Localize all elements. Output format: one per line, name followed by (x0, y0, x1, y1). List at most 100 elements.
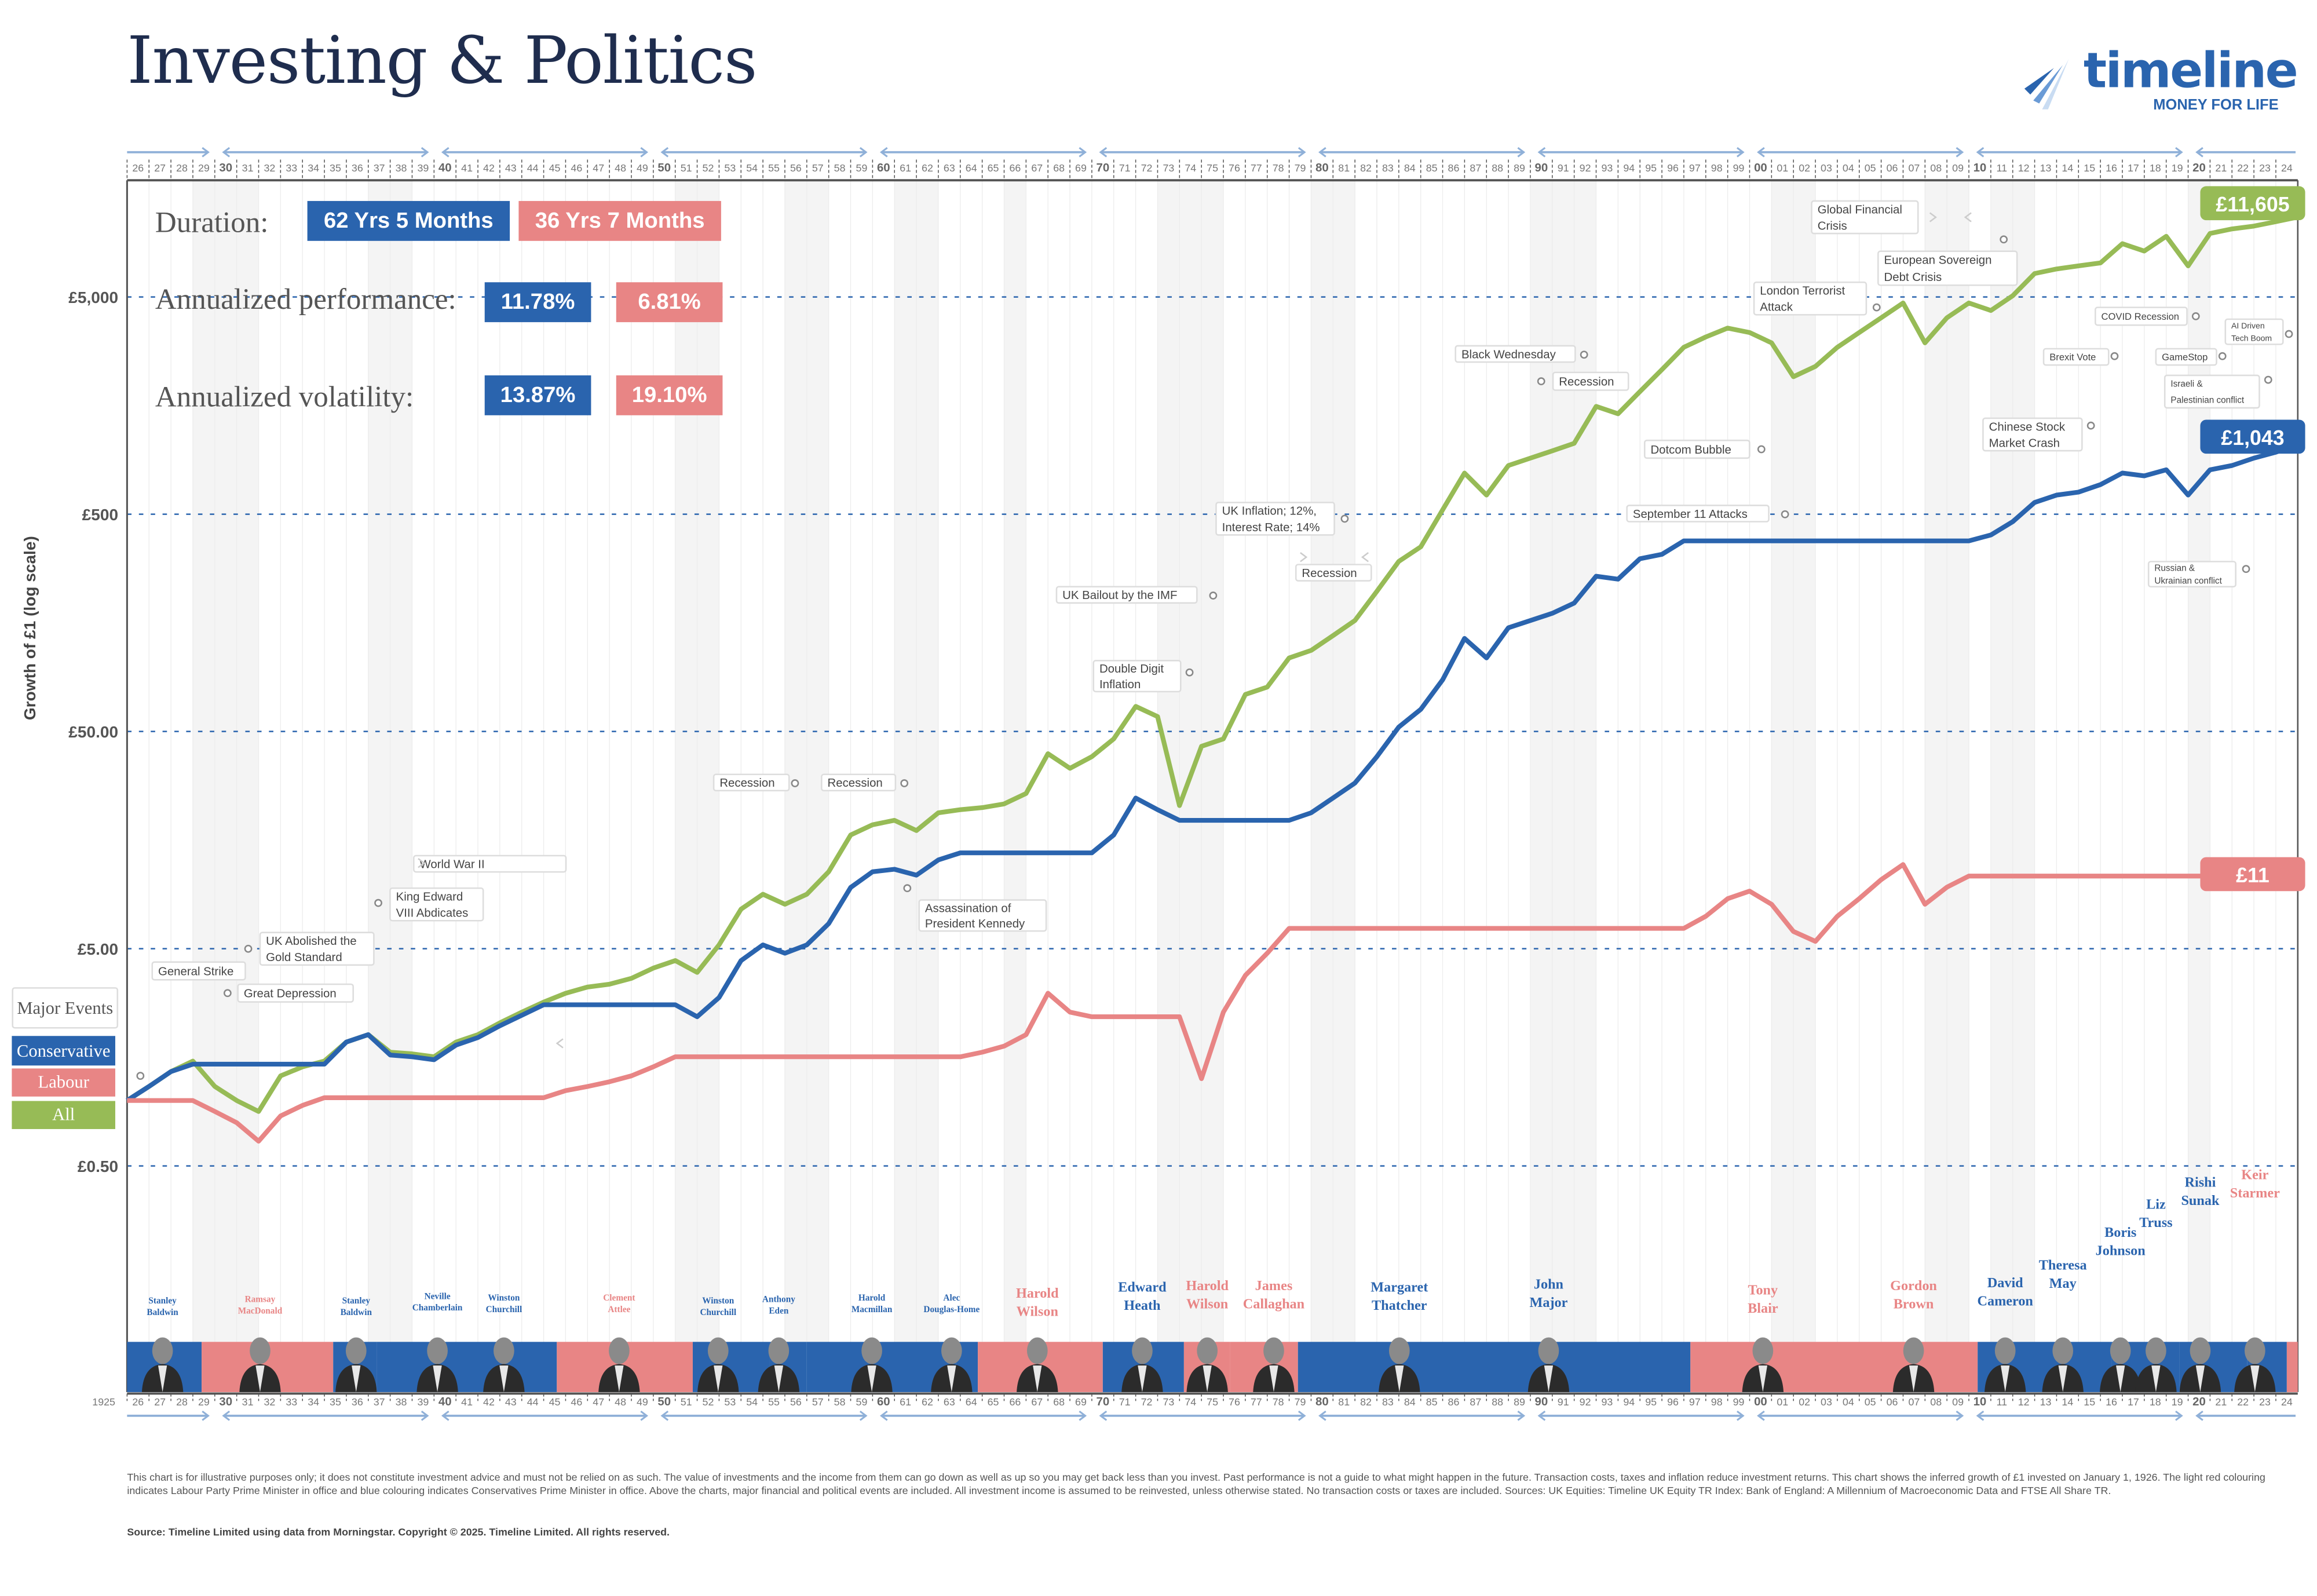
year-tick-label-top: 36 (352, 162, 363, 174)
pm-name-label: Eden (769, 1306, 788, 1316)
portrait-shirt-icon (615, 1365, 624, 1393)
event-annotation[interactable]: UK Abolished the Gold Standard (244, 932, 375, 966)
pm-portrait (483, 1337, 525, 1393)
year-tick-label-top: 81 (1338, 162, 1350, 174)
event-label: Interest Rate; 14% (1222, 521, 1320, 534)
event-annotation[interactable]: King Edward VIII Abdicates (374, 887, 484, 922)
year-tick-label-bottom: 86 (1448, 1396, 1460, 1408)
arrowhead-left-icon (660, 147, 669, 158)
volatility-conservative: 13.87% (484, 375, 591, 415)
event-annotation[interactable]: Russian & Ukrainian conflict (2147, 561, 2250, 588)
year-tick-label-top: 85 (1426, 162, 1438, 174)
year-tick-label-bottom: 95 (1645, 1396, 1657, 1408)
event-annotation[interactable]: Black Wednesday (1454, 345, 1588, 363)
event-annotation[interactable]: Chinese Stock Market Crash (1982, 417, 2095, 452)
y-axis-title: Growth of £1 (log scale) (21, 536, 39, 720)
pm-portrait (2042, 1337, 2084, 1393)
event-annotation[interactable]: UK Bailout by the IMF (1055, 586, 1218, 604)
year-tick-label-bottom: 24 (2281, 1396, 2293, 1408)
swoosh-icon (2024, 59, 2069, 109)
year-tick-label-top: 19 (2172, 162, 2183, 174)
legend-labour-toggle[interactable]: Labour (12, 1068, 115, 1097)
pm-name-label: Baldwin (341, 1308, 372, 1317)
event-annotation[interactable]: Israeli & Palestinian conflict (2163, 374, 2272, 409)
event-annotation[interactable]: Assassination of President Kennedy (903, 884, 1047, 932)
year-tick-label-top: 98 (1711, 162, 1723, 174)
event-annotation[interactable]: European Sovereign Debt Crisis (1877, 235, 2018, 286)
year-tick-label-top: 10 (1974, 162, 1987, 174)
event-annotation[interactable]: UK Inflation; 12%, Interest Rate; 14% (1215, 502, 1349, 536)
event-annotation[interactable]: World War II (413, 854, 567, 873)
arrowhead-right-icon (859, 147, 868, 158)
year-tick-label-bottom: 43 (505, 1396, 517, 1408)
event-annotation[interactable]: Dotcom Bubble (1643, 439, 1766, 459)
year-tick-label-bottom: 52 (703, 1396, 714, 1408)
event-label-box (2155, 348, 2217, 366)
event-annotation[interactable]: London Terrorist Attack (1753, 281, 1881, 316)
portrait-head-icon (250, 1337, 271, 1364)
year-tick-label-top: 80 (1315, 162, 1329, 174)
event-annotation[interactable]: Brexit Vote (2042, 348, 2119, 366)
event-annotation[interactable]: Recession (821, 773, 909, 792)
event-label: Black Wednesday (1461, 348, 1556, 361)
legend-major-events-toggle[interactable]: Major Events (12, 987, 119, 1029)
portrait-shirt-icon (774, 1365, 784, 1393)
year-tick-label-bottom: 59 (856, 1396, 868, 1408)
legend-conservative-toggle[interactable]: Conservative (12, 1036, 115, 1066)
year-tick-label-bottom: 10 (1974, 1396, 1987, 1408)
year-tick-label-top: 32 (264, 162, 275, 174)
year-tick-label-top: 05 (1865, 162, 1876, 174)
event-annotation[interactable]: General Strike (136, 961, 246, 1080)
pm-name-label: Callaghan (1243, 1296, 1305, 1312)
portrait-shirt-icon (1758, 1365, 1767, 1393)
event-label-box (1092, 660, 1182, 693)
year-tick-label-bottom: 78 (1273, 1396, 1284, 1408)
pm-name-label: Tony (1748, 1283, 1778, 1298)
event-annotation[interactable]: Recession (1295, 564, 1372, 582)
year-tick-label-top: 74 (1185, 162, 1196, 174)
shaded-year-column (1771, 180, 1794, 1342)
year-tick-label-bottom: 90 (1535, 1396, 1548, 1408)
logo-wordmark: timeline (2083, 41, 2298, 99)
year-tick-label-top: 62 (922, 162, 933, 174)
portrait-shirt-icon (1138, 1365, 1147, 1393)
event-label: Recession (828, 777, 883, 790)
portrait-shirt-icon (158, 1365, 167, 1393)
year-tick-label-bottom: 66 (1009, 1396, 1021, 1408)
year-tick-label-top: 37 (374, 162, 385, 174)
pm-name-label: Liz (2146, 1197, 2166, 1212)
year-tick-label-top: 95 (1645, 162, 1657, 174)
year-tick-label-bottom: 55 (768, 1396, 780, 1408)
event-label-box (389, 887, 484, 922)
event-annotation[interactable]: COVID Recession (2095, 306, 2200, 326)
pm-name-label: Starmer (2230, 1185, 2280, 1201)
portrait-shirt-icon (1033, 1365, 1042, 1393)
event-annotation[interactable]: Double Digit Inflation (1092, 660, 1194, 693)
timeline-logo: timeline MONEY FOR LIFE (2022, 41, 2298, 118)
pm-name-label: MacDonald (238, 1306, 283, 1316)
event-annotation[interactable]: Recession (712, 773, 799, 792)
event-annotation[interactable]: September 11 Attacks (1626, 505, 1789, 523)
pm-name-label: Sunak (2181, 1193, 2220, 1208)
portrait-head-icon (1538, 1337, 1559, 1364)
year-tick-label-bottom: 44 (527, 1396, 539, 1408)
arrowhead-left-icon (1099, 147, 1108, 158)
portrait-head-icon (1388, 1337, 1410, 1364)
event-annotation[interactable]: Recession (1537, 371, 1629, 391)
event-annotation[interactable]: AI Driven Tech Boom (2224, 318, 2293, 345)
year-tick-label-bottom: 29 (198, 1396, 210, 1408)
event-annotation[interactable]: GameStop (2155, 348, 2227, 366)
event-annotation[interactable]: Great Depression (223, 983, 354, 1003)
arrowhead-right-icon (2175, 147, 2183, 158)
arrowhead-left-icon (1537, 147, 1546, 158)
event-label-box (237, 983, 354, 1003)
legend-all-toggle[interactable]: All (12, 1101, 115, 1129)
event-label-box (1215, 502, 1335, 536)
year-tick-label-top: 14 (2062, 162, 2073, 174)
y-tick-label: £5,000 (68, 288, 118, 306)
year-tick-label-top: 46 (571, 162, 582, 174)
year-tick-label-top: 84 (1404, 162, 1416, 174)
event-annotation[interactable]: Global Financial Crisis (1811, 200, 1919, 235)
portrait-shirt-icon (2195, 1365, 2205, 1393)
